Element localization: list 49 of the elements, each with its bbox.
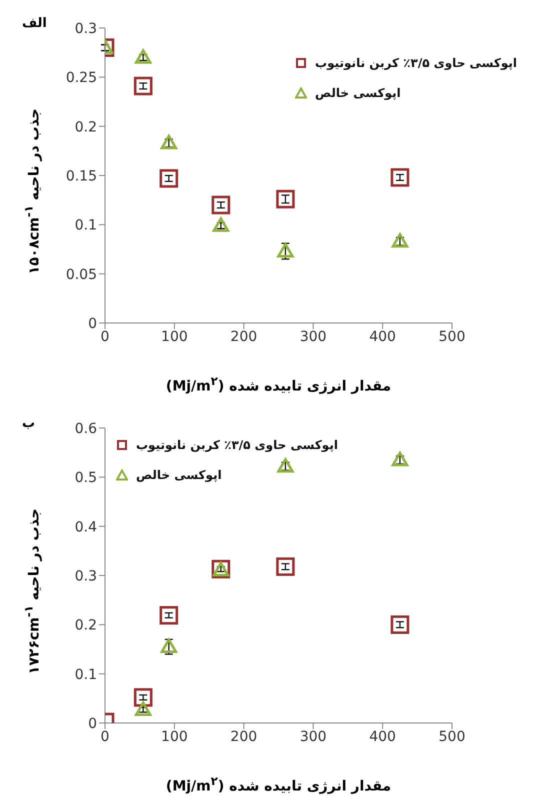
y-tick-label: 0.3: [74, 20, 97, 37]
chart-title: ب: [22, 416, 36, 431]
y-tick-label: 0.2: [74, 119, 97, 136]
x-tick-label: 0: [100, 728, 110, 745]
point: [134, 49, 152, 64]
point: [212, 196, 230, 214]
y-tick-label: 0.05: [66, 266, 97, 283]
x-tick-label: 500: [438, 328, 466, 345]
y-tick-label: 0: [88, 716, 97, 732]
x-tick-label: 300: [300, 728, 327, 745]
y-tick-label: 0.6: [74, 420, 98, 437]
point: [390, 615, 410, 634]
point: [134, 76, 152, 96]
point: [276, 557, 295, 576]
point: [212, 217, 230, 232]
x-tick-label: 200: [230, 328, 258, 345]
y-tick-label: 0.1: [74, 666, 97, 683]
point: [160, 169, 178, 188]
legend-label: اپوکسی خالص: [315, 86, 401, 100]
y-tick-label: 0.5: [74, 470, 97, 486]
y-tick-label: 0.4: [74, 519, 98, 536]
y-tick-label: 0.25: [66, 70, 97, 86]
y-tick-label: 0: [88, 316, 97, 332]
point: [277, 242, 294, 258]
chart-title: الف: [22, 16, 47, 31]
point: [276, 190, 295, 208]
legend-label: اپوکسی حاوی ۳/۵٪ کربن نانوتیوب: [136, 438, 338, 452]
x-tick-label: 200: [230, 728, 258, 745]
point: [390, 168, 410, 187]
x-tick-label: 500: [438, 728, 466, 745]
point: [160, 134, 178, 150]
x-tick-label: 400: [369, 728, 396, 745]
y-tick-label: 0.3: [74, 568, 97, 584]
point: [134, 701, 152, 716]
x-tick-label: 100: [161, 328, 188, 345]
legend-label: اپوکسی حاوی ۳/۵٪ کربن نانوتیوب: [315, 56, 517, 70]
point: [160, 638, 178, 654]
point: [392, 233, 408, 248]
legend-label: اپوکسی خالص: [136, 468, 222, 482]
point: [392, 452, 408, 466]
x-tick-label: 100: [161, 728, 188, 745]
x-tick-label: 400: [369, 328, 396, 345]
y-tick-label: 0.15: [66, 168, 97, 184]
point: [160, 606, 178, 625]
x-tick-label: 0: [100, 328, 110, 345]
x-tick-label: 300: [300, 328, 327, 345]
y-tick-label: 0.2: [74, 618, 97, 634]
y-tick-label: 0.1: [74, 218, 97, 234]
point: [277, 458, 294, 473]
